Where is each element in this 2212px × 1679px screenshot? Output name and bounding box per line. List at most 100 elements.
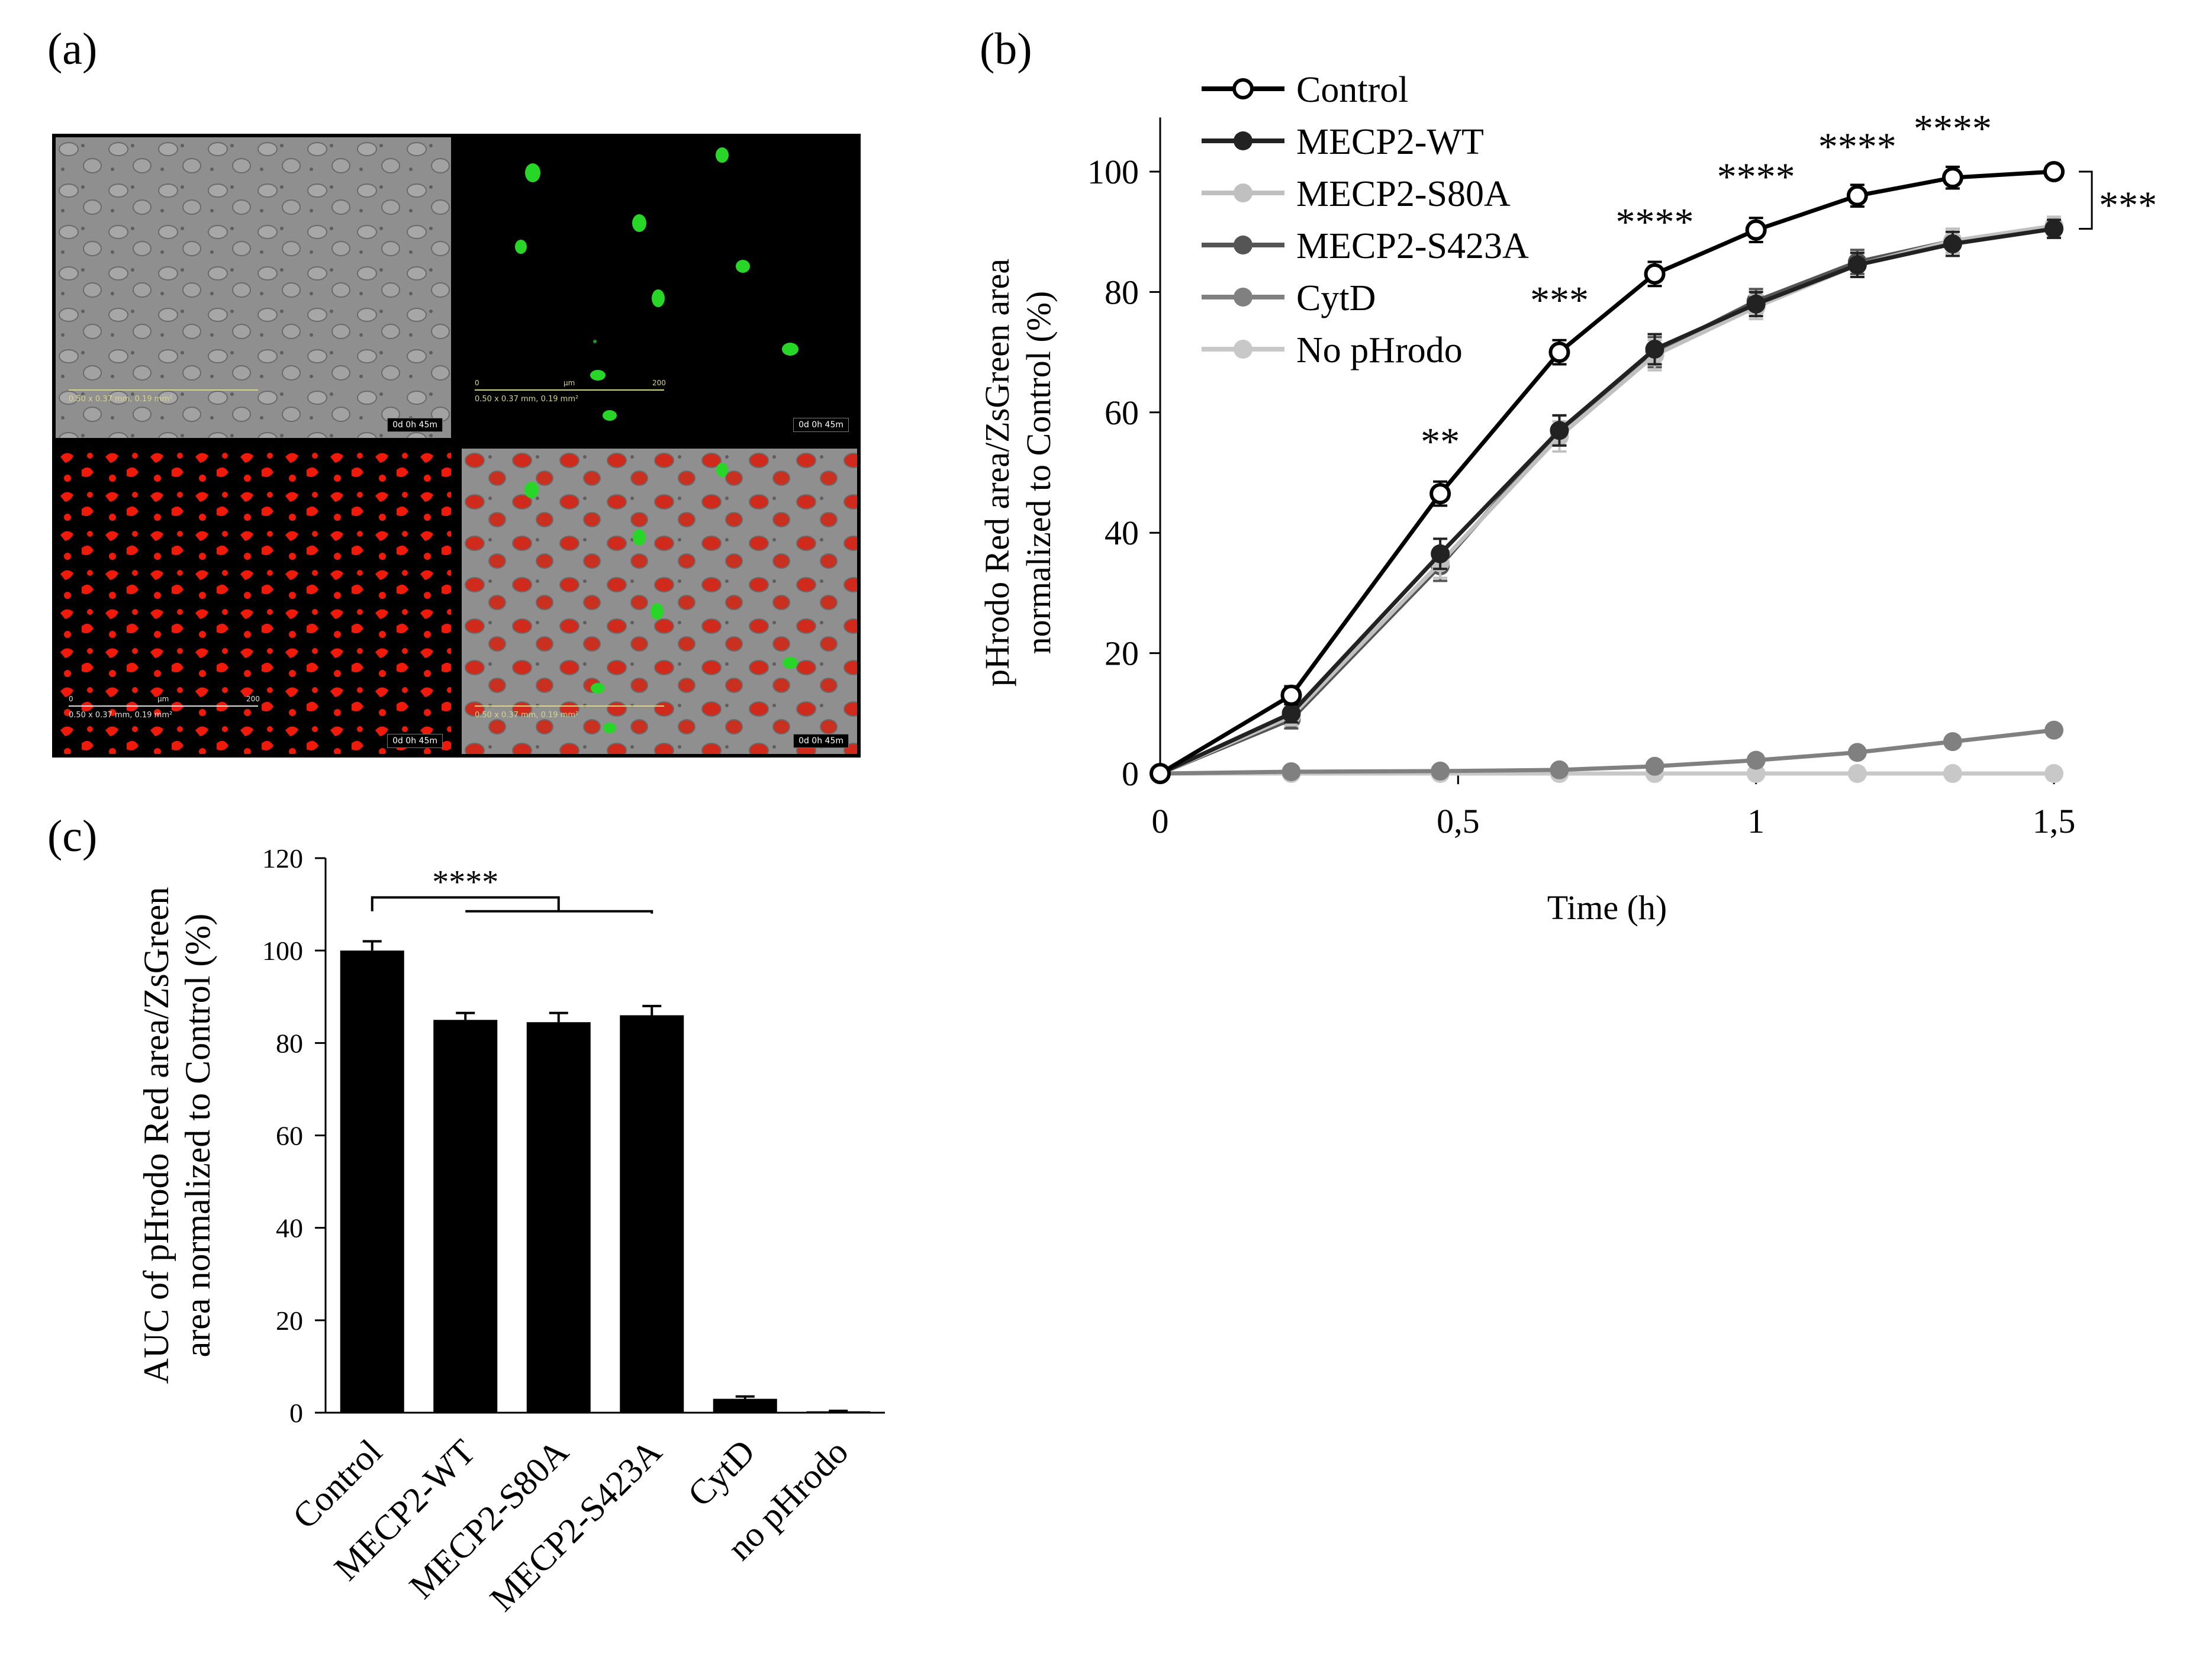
data-point bbox=[1941, 167, 1963, 189]
y-tick-label: 0 bbox=[1122, 755, 1139, 793]
y-tick-label: 40 bbox=[276, 1213, 303, 1243]
legend-label: No pHrodo bbox=[1296, 330, 1463, 370]
bar bbox=[526, 1022, 591, 1413]
data-point bbox=[1550, 421, 1569, 440]
data-point bbox=[1746, 750, 1766, 770]
significance-bracket bbox=[465, 910, 653, 914]
panel-c-label: (c) bbox=[47, 811, 98, 861]
scale-bar: 0.50 x 0.37 mm, 0.19 mm² bbox=[69, 376, 258, 404]
data-point bbox=[1150, 763, 1171, 784]
y-tick-label: 20 bbox=[276, 1306, 303, 1336]
timestamp-label: 0d 0h 45m bbox=[793, 734, 849, 748]
data-point bbox=[1846, 185, 1868, 207]
y-tick-label: 100 bbox=[1087, 153, 1139, 191]
x-axis-label: Time (h) bbox=[1547, 888, 1667, 927]
bar bbox=[713, 1398, 777, 1413]
y-axis-label: area normalized to Control (%) bbox=[178, 914, 217, 1358]
merge-image: 0.50 x 0.37 mm, 0.19 mm² 0d 0h 45m bbox=[462, 449, 857, 754]
legend-label: Control bbox=[1296, 70, 1408, 110]
significance-label: **** bbox=[1818, 125, 1897, 169]
data-point bbox=[1943, 234, 1962, 254]
data-point bbox=[1847, 743, 1867, 762]
y-tick-label: 80 bbox=[276, 1028, 303, 1058]
significance-bracket bbox=[2079, 170, 2093, 230]
significance-bracket bbox=[371, 896, 560, 911]
data-point bbox=[1943, 732, 1962, 752]
legend-label: MECP2-S423A bbox=[1296, 226, 1529, 266]
red-cells bbox=[56, 449, 451, 754]
data-point bbox=[1282, 762, 1301, 781]
category-label: MECP2-S423A bbox=[482, 1432, 669, 1619]
data-point bbox=[1645, 340, 1664, 359]
data-point bbox=[1847, 255, 1867, 275]
data-point bbox=[1644, 263, 1666, 285]
significance-label: **** bbox=[432, 863, 498, 900]
data-point bbox=[1431, 761, 1450, 781]
y-tick-label: 0 bbox=[289, 1398, 303, 1428]
data-point bbox=[2044, 764, 2063, 783]
data-point bbox=[1282, 704, 1301, 723]
zsgreen-image: 0 µm 200 0.50 x 0.37 mm, 0.19 mm² 0d 0h … bbox=[462, 137, 857, 438]
y-tick-label: 60 bbox=[1105, 394, 1139, 432]
panel-a-label: (a) bbox=[47, 24, 98, 74]
brightfield-image: 0.50 x 0.37 mm, 0.19 mm² 0d 0h 45m bbox=[56, 137, 451, 438]
data-point bbox=[2044, 720, 2063, 740]
data-point bbox=[2043, 161, 2065, 182]
legend-marker bbox=[1232, 78, 1254, 99]
line-chart: 0 20 40 60 80 100 0 0,5 1 1,5 Time (h) pHrodo Red a… bbox=[978, 70, 2155, 927]
y-axis-label: AUC of pHrodo Red area/ZsGreen bbox=[137, 887, 176, 1384]
y-tick-label: 20 bbox=[1105, 634, 1139, 673]
legend-marker bbox=[1234, 288, 1252, 307]
legend-label: CytD bbox=[1296, 278, 1376, 318]
y-axis-label: normalized to Control (%) bbox=[1019, 291, 1058, 655]
x-tick-label: 1,5 bbox=[2033, 802, 2076, 840]
significance-label: ** bbox=[1421, 420, 1460, 463]
legend-label: MECP2-S80A bbox=[1296, 174, 1511, 214]
y-axis-label: pHrodo Red area/ZsGreen area bbox=[978, 259, 1016, 687]
panel-b-label: (b) bbox=[980, 24, 1032, 74]
microscopy-montage: 0.50 x 0.37 mm, 0.19 mm² 0d 0h 45m 0 µm … bbox=[52, 134, 861, 758]
bar bbox=[340, 950, 404, 1413]
timestamp-label: 0d 0h 45m bbox=[387, 734, 443, 748]
data-point bbox=[2044, 219, 2063, 239]
data-point bbox=[1429, 483, 1451, 505]
x-tick-label: 0,5 bbox=[1437, 802, 1480, 840]
category-label: CytD bbox=[680, 1432, 762, 1514]
significance-label: **** bbox=[1616, 201, 1694, 244]
data-point bbox=[1943, 764, 1962, 783]
data-point bbox=[1746, 294, 1766, 314]
y-tick-label: 80 bbox=[1105, 273, 1139, 311]
data-point bbox=[1550, 760, 1569, 779]
y-tick-label: 120 bbox=[262, 843, 303, 874]
data-point bbox=[1548, 341, 1570, 363]
scale-bar: 0 µm 200 0.50 x 0.37 mm, 0.19 mm² bbox=[69, 695, 260, 720]
data-point bbox=[1745, 219, 1767, 241]
legend-marker bbox=[1234, 340, 1252, 359]
bar bbox=[806, 1411, 871, 1413]
x-tick-label: 1 bbox=[1747, 802, 1765, 840]
data-point bbox=[1280, 684, 1302, 706]
scale-bar: 0 µm 200 0.50 x 0.37 mm, 0.19 mm² bbox=[475, 379, 666, 404]
data-point bbox=[1746, 764, 1766, 783]
brightfield-cells bbox=[56, 137, 451, 438]
series-line-control bbox=[1159, 169, 2055, 776]
green-cells bbox=[515, 147, 798, 421]
y-tick-label: 60 bbox=[276, 1121, 303, 1151]
x-tick-label: 0 bbox=[1152, 802, 1169, 840]
data-point bbox=[1645, 756, 1664, 776]
bracket-significance-label: **** bbox=[2099, 183, 2155, 227]
data-point bbox=[1431, 544, 1450, 563]
significance-label: **** bbox=[1717, 156, 1795, 199]
legend-marker bbox=[1234, 236, 1252, 254]
merged-cells bbox=[462, 449, 857, 754]
y-tick-label: 40 bbox=[1105, 514, 1139, 552]
data-point bbox=[1847, 764, 1867, 783]
phrodo-red-image: 0 µm 200 0.50 x 0.37 mm, 0.19 mm² 0d 0h … bbox=[56, 449, 451, 754]
bar bbox=[433, 1020, 498, 1413]
category-label: MECP2-S80A bbox=[402, 1432, 576, 1606]
significance-label: *** bbox=[1530, 279, 1589, 322]
timestamp-label: 0d 0h 45m bbox=[387, 418, 443, 432]
legend-label: MECP2-WT bbox=[1296, 122, 1484, 162]
legend-marker bbox=[1234, 131, 1252, 150]
significance-label: **** bbox=[1914, 107, 1992, 150]
